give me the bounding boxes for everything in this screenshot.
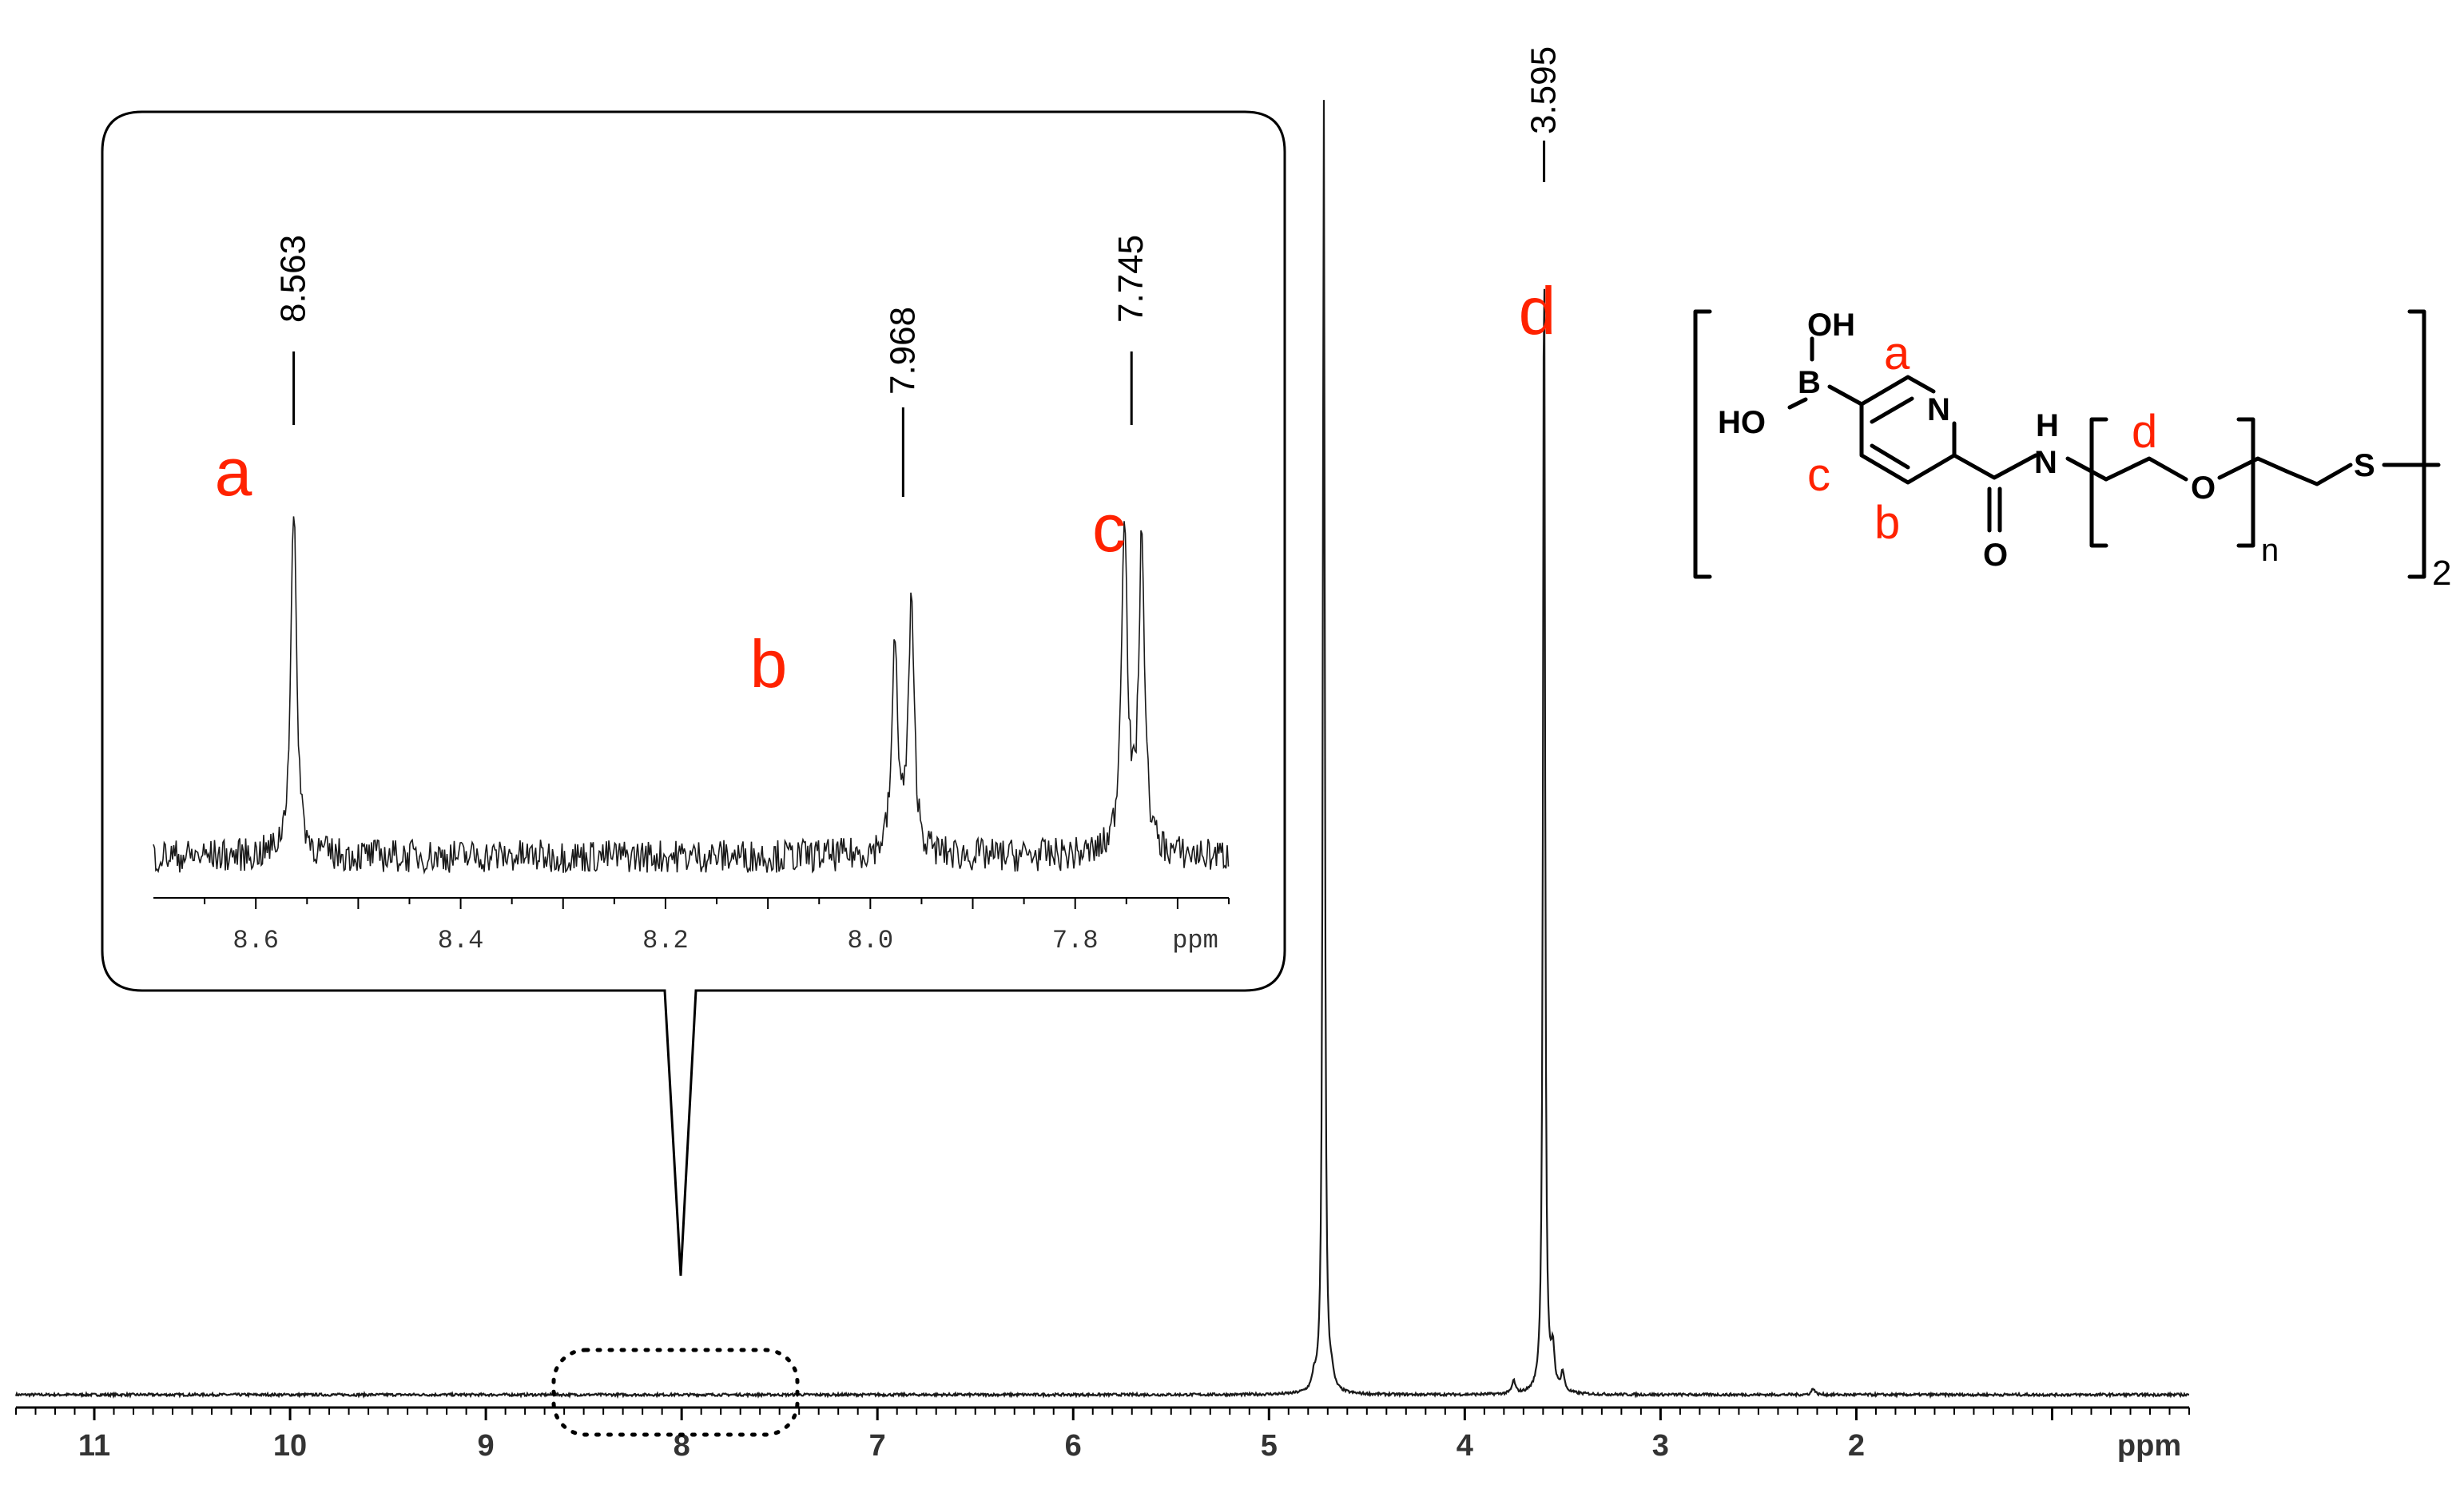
main-x-axis: 11 10 9 8 7 6 5 4 3 2 ppm — [15, 1406, 2190, 1463]
main-peak-labels: 3.595 — [1524, 46, 1564, 182]
atom-h-amide: H — [2036, 408, 2059, 443]
inset-tick-label: 8.2 — [642, 926, 689, 955]
main-tick-label: 5 — [1261, 1429, 1278, 1463]
inset-tick-label: 8.0 — [848, 926, 894, 955]
chemical-structure — [1693, 309, 2441, 579]
main-tick-label: 11 — [78, 1429, 110, 1463]
assignment-label-d: d — [1519, 273, 1556, 348]
inset-peak-label: 8.563 — [274, 235, 313, 323]
assignment-label-c: c — [1092, 490, 1126, 566]
inset-x-axis: 8.6 8.4 8.2 8.0 7.8 ppm — [153, 897, 1230, 955]
subscript-n: n — [2261, 533, 2279, 568]
inset-tick-label: 7.8 — [1052, 926, 1099, 955]
inset-peak-label: 7.968 — [883, 307, 922, 395]
main-axis-unit: ppm — [2117, 1429, 2181, 1463]
inset-callout-bubble — [101, 110, 1286, 1277]
structure-label-b: b — [1874, 497, 1900, 549]
outer-bracket-left — [1693, 309, 1712, 579]
main-tick-label: 10 — [273, 1429, 307, 1463]
atom-n-amide: N — [2034, 445, 2057, 480]
main-tick-label: 3 — [1652, 1429, 1669, 1463]
main-tick-label: 2 — [1848, 1429, 1865, 1463]
atom-o-ether: O — [2191, 471, 2216, 506]
outer-bracket-right — [2407, 309, 2426, 579]
main-peak-label: 3.595 — [1524, 46, 1564, 134]
assignment-label-b: b — [750, 626, 788, 701]
atom-o-carbonyl: O — [1983, 538, 2008, 573]
main-spectrum-trace — [14, 100, 2190, 1400]
inset-peak-labels: 8.563 7.968 7.745 — [274, 235, 1151, 497]
atom-oh-top: OH — [1807, 308, 1855, 343]
main-tick-label: 4 — [1457, 1429, 1473, 1463]
structure-label-d: d — [2132, 406, 2157, 458]
assignment-label-a: a — [215, 435, 252, 510]
inset-axis-unit: ppm — [1172, 926, 1218, 955]
structure-labels: a c b d — [1807, 328, 2157, 549]
atom-ho-left: HO — [1718, 405, 1766, 440]
zoom-region-marker — [551, 1348, 800, 1437]
structure-atoms: OH B HO N H N O O S — [1718, 308, 2375, 573]
atom-sulfur: S — [2354, 448, 2375, 483]
main-tick-label: 7 — [869, 1429, 886, 1463]
main-tick-label: 6 — [1065, 1429, 1082, 1463]
inset-peak-label: 7.745 — [1111, 235, 1151, 323]
main-tick-label: 9 — [478, 1429, 495, 1463]
inset-spectrum-trace — [153, 516, 1230, 875]
structure-label-a: a — [1884, 328, 1910, 379]
structure-label-c: c — [1807, 449, 1830, 501]
main-tick-label: 8 — [674, 1429, 690, 1463]
inset-tick-label: 8.4 — [438, 926, 484, 955]
subscript-2: 2 — [2432, 554, 2451, 593]
inset-tick-label: 8.6 — [232, 926, 279, 955]
atom-boron: B — [1798, 365, 1821, 400]
assignment-letters: a b c d — [215, 273, 1556, 701]
atom-n-ring: N — [1927, 392, 1950, 427]
